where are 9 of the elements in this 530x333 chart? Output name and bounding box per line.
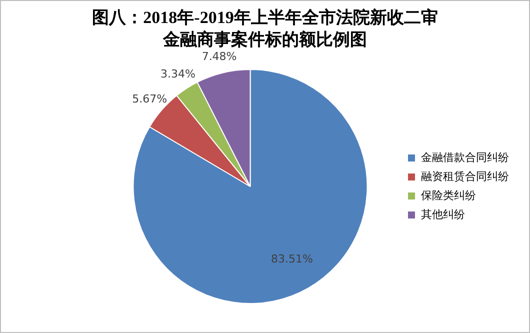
legend-label: 金融借款合同纠纷 <box>421 150 509 164</box>
data-label: 7.48% <box>202 50 237 64</box>
legend-label: 融资租赁合同纠纷 <box>421 170 509 183</box>
data-label: 83.51% <box>270 252 313 266</box>
legend-label: 其他纠纷 <box>421 208 465 221</box>
chart-title: 图八：2018年-2019年上半年全市法院新收二审金融商事案件标的额比例图 <box>91 7 439 51</box>
data-label: 3.34% <box>160 68 196 81</box>
data-label: 5.67% <box>132 92 168 106</box>
legend-label: 保险类纠纷 <box>421 188 476 202</box>
